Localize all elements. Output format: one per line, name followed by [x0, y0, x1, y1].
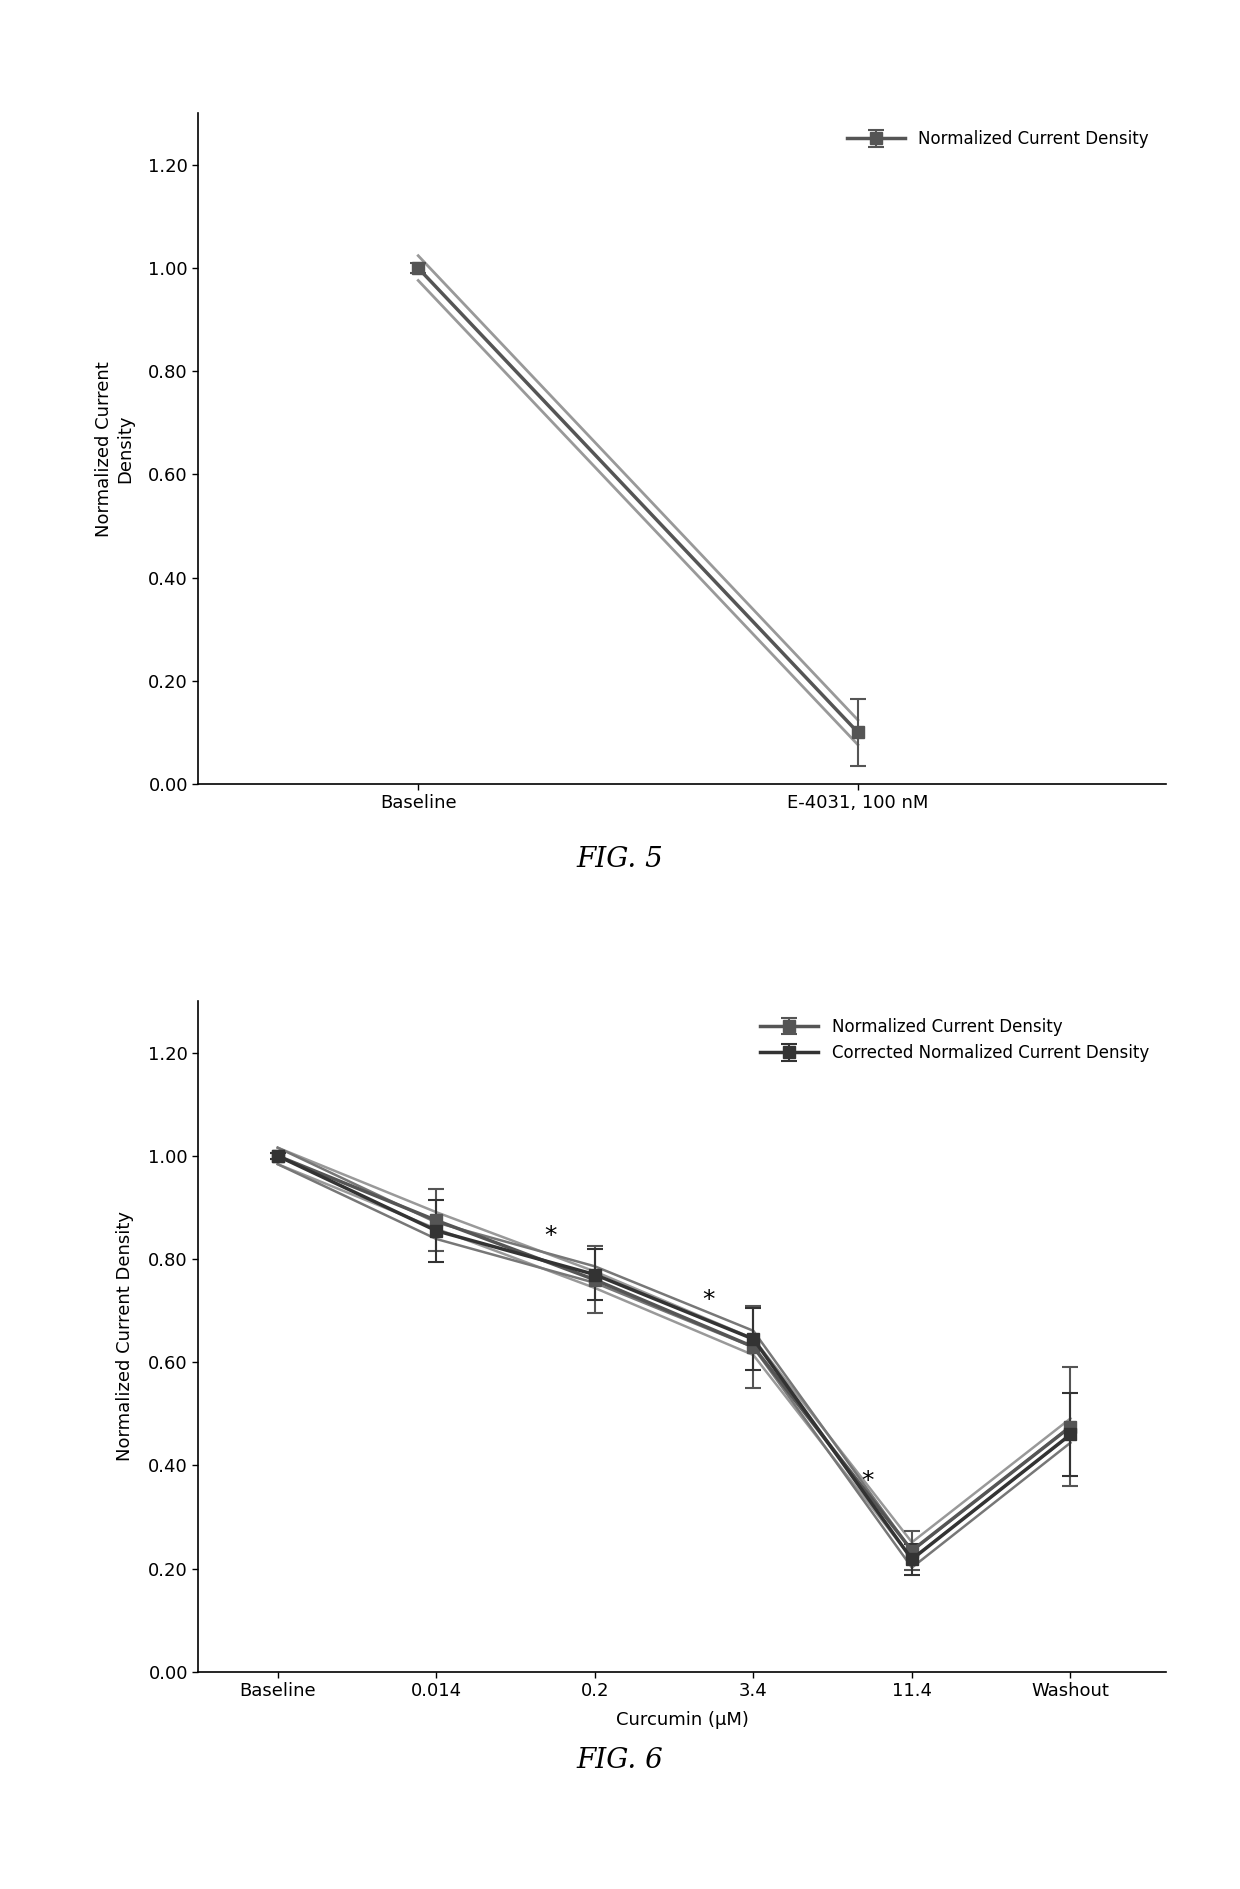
X-axis label: Curcumin (μM): Curcumin (μM)	[615, 1711, 749, 1728]
Text: *: *	[862, 1470, 874, 1492]
Text: FIG. 5: FIG. 5	[577, 846, 663, 873]
Legend: Normalized Current Density: Normalized Current Density	[838, 121, 1157, 157]
Legend: Normalized Current Density, Corrected Normalized Current Density: Normalized Current Density, Corrected No…	[751, 1009, 1157, 1071]
Text: FIG. 6: FIG. 6	[577, 1747, 663, 1774]
Y-axis label: Normalized Current Density: Normalized Current Density	[117, 1211, 134, 1462]
Text: *: *	[544, 1224, 557, 1249]
Y-axis label: Normalized Current
Density: Normalized Current Density	[95, 361, 134, 536]
Text: *: *	[703, 1288, 715, 1313]
